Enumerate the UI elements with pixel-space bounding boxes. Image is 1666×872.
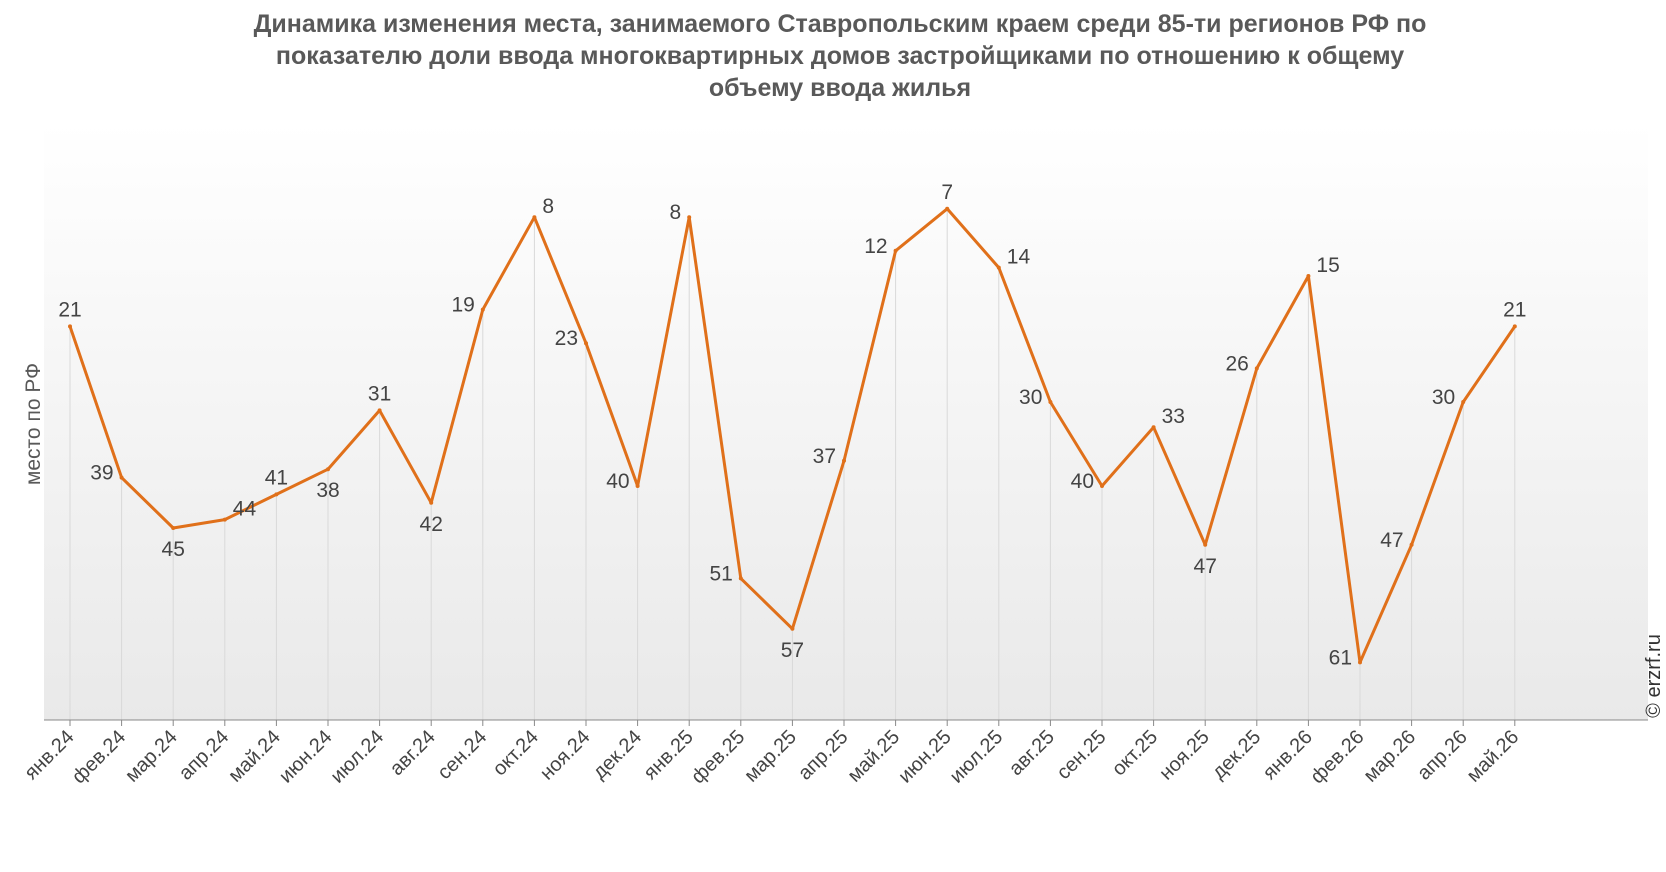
x-tick-label: апр.26 (1413, 726, 1472, 785)
data-label: 51 (709, 562, 732, 585)
x-tick-label: окт.25 (1108, 726, 1162, 780)
data-point (532, 215, 537, 220)
data-point (842, 458, 846, 463)
data-label: 31 (368, 382, 391, 405)
grid-lines (69, 208, 1516, 720)
plot-area (44, 122, 1648, 720)
x-axis-ticks: янв.24фев.24мар.24апр.24май.24июн.24июл.… (20, 720, 1523, 788)
x-tick-label: дек.24 (589, 726, 647, 784)
data-point (790, 626, 795, 631)
data-point (274, 492, 279, 497)
data-point (1100, 484, 1104, 488)
data-point (1048, 400, 1053, 404)
data-point (584, 341, 588, 346)
data-label: 8 (542, 195, 554, 218)
data-label: 26 (1225, 352, 1248, 375)
data-label: 41 (265, 466, 288, 489)
data-label: 57 (781, 639, 804, 662)
data-point (1409, 542, 1414, 547)
x-tick-label: июл.25 (946, 726, 1008, 788)
data-label: 61 (1329, 646, 1352, 669)
data-point (687, 215, 692, 220)
x-tick-label: май.26 (1463, 726, 1524, 787)
x-tick-label: апр.25 (794, 726, 853, 785)
x-tick-label: авг.24 (386, 726, 440, 780)
watermark: © erzrf.ru (1643, 634, 1665, 718)
chart-title-line-2: показателю доли ввода многоквартирных до… (275, 42, 1405, 70)
x-tick-label: июн.24 (275, 726, 337, 788)
data-label: 21 (1503, 298, 1526, 321)
data-label: 40 (606, 470, 629, 493)
data-label: 39 (90, 462, 113, 485)
data-label: 37 (813, 445, 836, 468)
y-axis-title: место по РФ (22, 363, 45, 485)
x-tick-label: ноя.24 (536, 726, 595, 785)
x-tick-label: фев.26 (1306, 726, 1368, 788)
data-label: 8 (670, 201, 682, 224)
x-tick-label: мар.24 (121, 726, 182, 787)
data-point (222, 517, 227, 522)
data-label: 14 (1007, 246, 1031, 269)
data-point (171, 526, 176, 530)
data-point (377, 408, 382, 413)
data-label: 30 (1432, 386, 1455, 409)
x-tick-label: июл.24 (326, 726, 388, 788)
data-point (1461, 400, 1466, 404)
data-label: 19 (451, 294, 474, 317)
chart-title-line-3: объему ввода жилья (708, 74, 972, 102)
data-point (480, 307, 485, 312)
data-label: 44 (233, 498, 257, 521)
x-tick-label: ноя.25 (1155, 726, 1214, 785)
x-tick-label: фев.25 (687, 726, 749, 788)
x-tick-label: май.24 (224, 726, 285, 787)
data-label: 47 (1194, 555, 1217, 578)
data-label: 33 (1162, 405, 1185, 428)
data-label: 40 (1071, 470, 1094, 493)
data-point (429, 500, 434, 505)
data-point (1203, 542, 1208, 547)
x-tick-label: сен.24 (433, 726, 491, 784)
data-label: 12 (864, 235, 887, 258)
data-point (996, 265, 1001, 270)
data-point (635, 484, 640, 488)
data-point (68, 324, 72, 329)
data-label: 42 (420, 513, 443, 536)
data-point (893, 248, 898, 253)
data-label: 30 (1019, 386, 1042, 409)
data-label: 47 (1380, 529, 1403, 552)
data-label: 7 (941, 181, 953, 204)
data-point (1512, 324, 1517, 329)
data-point (1358, 660, 1362, 665)
x-tick-label: дек.25 (1208, 726, 1266, 784)
data-label: 38 (316, 479, 339, 502)
data-labels: 21 39 45 44 41 38 31 42 19 8 23 40 8 51 57 37 12 7 14 30 40 3… (58, 181, 1526, 670)
data-point (119, 475, 124, 480)
x-tick-label: мар.25 (740, 726, 801, 787)
data-point (945, 206, 950, 211)
chart-title-line-1: Динамика изменения места, занимаемого Ст… (253, 10, 1427, 38)
x-tick-label: май.25 (843, 726, 904, 787)
x-tick-label: окт.24 (489, 726, 543, 780)
x-tick-label: апр.24 (175, 726, 234, 785)
data-point (738, 576, 743, 581)
chart-title: Динамика изменения места, занимаемого Ст… (60, 8, 1620, 104)
x-tick-label: авг.25 (1005, 726, 1059, 780)
data-label: 45 (162, 538, 185, 561)
data-point (1254, 366, 1259, 371)
data-label: 23 (555, 327, 578, 350)
x-tick-label: июн.25 (894, 726, 956, 788)
data-point (326, 467, 330, 472)
data-point (1151, 425, 1156, 430)
data-label: 21 (58, 298, 81, 321)
x-tick-label: сен.25 (1053, 726, 1111, 784)
data-point (1306, 274, 1311, 278)
x-tick-label: мар.26 (1359, 726, 1420, 787)
x-tick-label: фев.24 (68, 726, 130, 788)
data-label: 15 (1316, 254, 1339, 277)
